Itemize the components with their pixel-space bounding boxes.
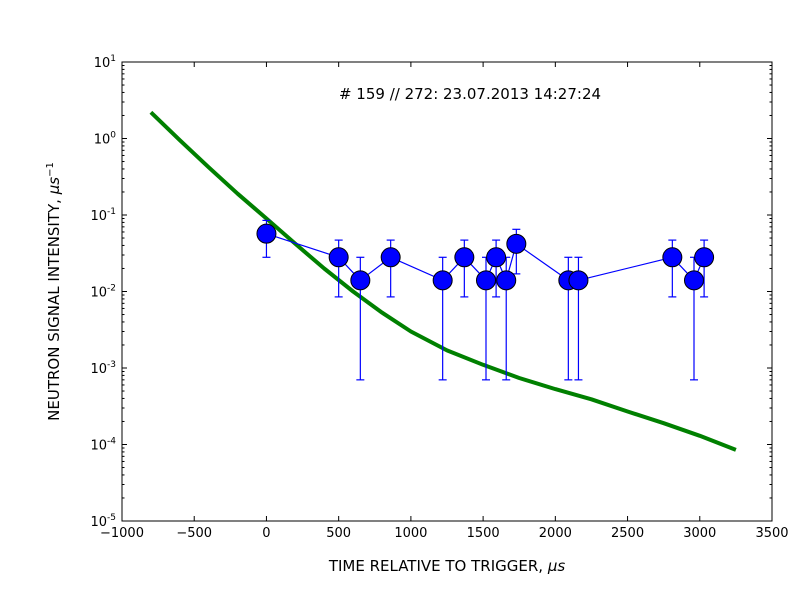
model-curve-layer	[149, 110, 737, 452]
x-tick-label: 1500	[467, 526, 500, 541]
y-tick-label: 100	[94, 131, 117, 148]
data-point	[662, 247, 683, 268]
x-tick-label: 500	[326, 526, 351, 541]
chart-annotation: # 159 // 272: 23.07.2013 14:27:24	[339, 85, 601, 103]
data-point	[328, 247, 349, 268]
data-point	[350, 270, 371, 291]
x-tick-label: 2500	[611, 526, 644, 541]
data-point	[256, 223, 277, 244]
y-tick-label: 10-4	[90, 437, 116, 454]
data-point	[454, 247, 475, 268]
y-tick-label: 101	[94, 54, 116, 71]
model-curve-line	[149, 110, 737, 452]
data-point	[694, 247, 715, 268]
data-point	[380, 247, 401, 268]
data-point	[684, 270, 704, 291]
x-axis-title: TIME RELATIVE TO TRIGGER, μs	[328, 557, 566, 575]
y-axis-title: NEUTRON SIGNAL INTENSITY, μs−1	[45, 162, 63, 421]
y-tick-label: 10-3	[90, 360, 116, 377]
x-tick-label: 3000	[683, 526, 716, 541]
data-point	[486, 247, 507, 268]
x-tick-label: −1000	[100, 526, 144, 541]
data-point	[432, 270, 453, 291]
x-tick-label: 2000	[539, 526, 572, 541]
x-tick-label: 1000	[394, 526, 427, 541]
ticks-layer: −1000 −500 0 500 1000 1500 2000 2500 3000 3500 101…	[90, 54, 788, 541]
y-tick-label: 10-1	[90, 207, 116, 224]
y-tick-label: 10-2	[90, 284, 116, 301]
data-point	[496, 270, 517, 291]
data-point	[568, 270, 589, 291]
data-point	[506, 233, 527, 254]
x-tick-label: 0	[262, 526, 270, 541]
x-tick-label: 3500	[755, 526, 788, 541]
data-point	[476, 270, 496, 291]
y-tick-label: 10-5	[90, 513, 116, 530]
x-tick-label: −500	[176, 526, 212, 541]
plot-area-frame	[121, 61, 773, 522]
data-points-layer	[256, 219, 715, 381]
